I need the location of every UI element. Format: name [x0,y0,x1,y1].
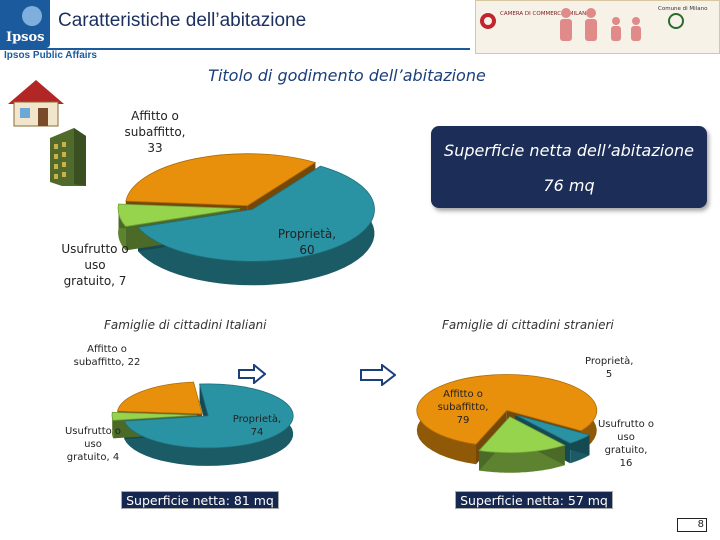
ita-label-affitto: Affitto o subaffitto, 22 [62,343,152,369]
ita-label-proprieta-text: Proprietà, 74 [232,414,282,438]
superficie-callout: Superficie netta dell’abitazione 76 mq [431,126,707,208]
ita-slice-2 [111,411,198,421]
logo-brand-text: Ipsos [6,30,45,45]
header-subtitle: Ipsos Public Affairs [4,50,97,61]
label-usufrutto-text: Usufrutto o uso gratuito, 7 [61,242,129,288]
main-slice-side-1 [138,166,375,286]
arrow-right-icon [360,364,396,386]
italiani-title: Famiglie di cittadini Italiani [104,318,267,332]
str-slice-0 [416,374,598,445]
str-label-usufrutto-text: Usufrutto o uso gratuito, 16 [597,419,655,469]
sponsor-right-text: Comune di Milano [658,6,708,12]
main-slice-0 [125,153,317,207]
ita-slice-0 [116,381,203,415]
main-label-proprieta: Proprietà, 60 [262,226,352,258]
main-label-affitto: Affitto o subaffitto, 33 [110,108,200,156]
page-number: 8 [677,518,707,532]
sponsor-graphic-icon: CAMERA DI COMMERCIO MILANO Comune di Mil… [480,6,708,41]
stranieri-superficie-box: Superficie netta: 57 mq [455,491,613,509]
italiani-pie-chart [111,381,294,466]
ita-slice-1 [123,383,294,449]
arrow-right-icon [238,364,266,384]
label-proprieta-text: Proprietà, 60 [277,227,337,257]
stranieri-title: Famiglie di cittadini stranieri [442,318,614,332]
main-slice-2 [117,203,241,227]
callout-title: Superficie netta dell’abitazione [444,141,694,160]
chart-title: Titolo di godimento dell’abitazione [208,66,486,85]
str-label-proprieta: Proprietà, 5 [584,355,634,381]
sponsor-text: CAMERA DI COMMERCIO MILANO [500,11,591,17]
ita-label-affitto-text: Affitto o subaffitto, 22 [73,344,141,368]
str-label-proprieta-text: Proprietà, 5 [585,356,634,380]
header-divider [0,48,470,50]
ita-label-proprieta: Proprietà, 74 [226,413,288,439]
main-label-usufrutto: Usufrutto o uso gratuito, 7 [60,241,130,289]
label-affitto-text: Affitto o subaffitto, 33 [124,109,186,155]
sponsor-banner: CAMERA DI COMMERCIO MILANO Comune di Mil… [475,0,720,54]
callout-value: 76 mq [543,176,595,195]
logo-circle-icon [22,6,42,26]
str-label-affitto: Affitto o subaffitto, 79 [428,388,498,427]
ita-label-usufrutto: Usufrutto o uso gratuito, 4 [62,425,124,464]
page-header-title: Caratteristiche dell’abitazione [58,10,307,31]
italiani-superficie-box: Superficie netta: 81 mq [121,491,279,509]
main-slice-1 [137,165,375,262]
str-slice-2 [478,416,566,454]
house-icon [4,74,68,134]
ita-label-usufrutto-text: Usufrutto o uso gratuito, 4 [64,426,122,463]
main-pie-chart [117,153,375,286]
stranieri-pie-chart [416,374,598,473]
str-label-usufrutto: Usufrutto o uso gratuito, 16 [596,418,656,470]
str-label-affitto-text: Affitto o subaffitto, 79 [437,389,489,426]
str-slice-1 [515,414,591,444]
apartment-building-icon [48,126,88,192]
